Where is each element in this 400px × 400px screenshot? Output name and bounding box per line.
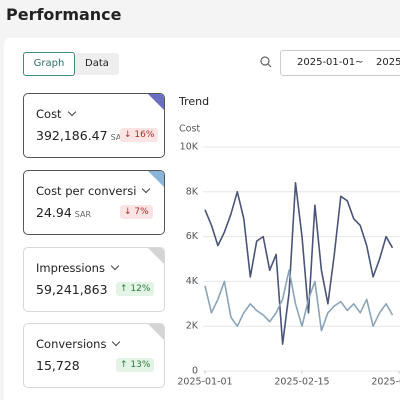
x-tick-label: 2025-04-01 <box>371 377 400 388</box>
dropdown-icon <box>112 337 121 347</box>
card-unit: SAR <box>74 210 92 219</box>
dropdown-icon <box>67 107 76 117</box>
card-corner <box>148 324 164 340</box>
y-axis-label: Cost <box>179 124 200 135</box>
card-value-text: 15,728 <box>36 358 80 373</box>
metric-card[interactable]: Cost 392,186.47 SAR ↓ 16% <box>23 93 165 158</box>
card-label-text: Cost per conversi <box>36 184 137 198</box>
date-start: 2025-01-01 <box>297 57 356 68</box>
card-value: 59,241,863 <box>36 282 108 297</box>
card-value-text: 392,186.47 <box>36 128 108 143</box>
card-change: ↓ 7% <box>120 205 153 219</box>
metric-card[interactable]: Impressions 59,241,863 ↑ 12% <box>23 247 165 312</box>
date-range[interactable]: 2025-01-01 ~ 2025- <box>280 50 400 76</box>
card-label: Cost per conversi <box>36 184 151 198</box>
date-end: 2025- <box>376 57 400 68</box>
chart-title: Trend <box>178 95 209 108</box>
x-tick-label: 2025-01-01 <box>177 377 232 388</box>
dropdown-icon <box>142 184 151 194</box>
card-value: 24.94 SAR <box>36 205 91 220</box>
card-value: 15,728 <box>36 358 80 373</box>
card-value-text: 24.94 <box>36 205 72 220</box>
card-label-text: Cost <box>36 107 62 121</box>
card-corner <box>148 94 164 110</box>
tab-graph[interactable]: Graph <box>23 52 75 76</box>
x-tick-label: 2025-02-15 <box>274 377 329 388</box>
y-tick-label: 0 <box>192 366 198 377</box>
series-line <box>204 182 394 345</box>
card-unit: SAR <box>110 133 127 142</box>
card-change: ↓ 16% <box>120 128 159 142</box>
series-line <box>204 269 394 332</box>
page-title: Performance <box>6 5 122 24</box>
date-separator: ~ <box>355 57 364 68</box>
metric-card[interactable]: Conversions 15,728 ↑ 13% <box>23 323 165 388</box>
card-label-text: Impressions <box>36 261 105 275</box>
card-label: Conversions <box>36 337 121 351</box>
card-value: 392,186.47 SAR <box>36 128 127 143</box>
card-label: Cost <box>36 107 76 121</box>
card-corner <box>148 171 164 187</box>
dropdown-icon <box>110 261 120 271</box>
y-tick-label: 2K <box>186 321 199 332</box>
card-label-text: Conversions <box>36 337 107 351</box>
y-tick-label: 8K <box>186 186 199 197</box>
search-icon-handle <box>267 63 272 68</box>
metric-card[interactable]: Cost per conversi 24.94 SAR ↓ 7% <box>23 170 165 235</box>
card-change: ↑ 12% <box>116 282 155 296</box>
card-corner <box>148 248 164 264</box>
y-tick-label: 6K <box>186 231 199 242</box>
y-tick-label: 10K <box>180 142 199 153</box>
card-label: Impressions <box>36 261 120 275</box>
search-icon[interactable] <box>260 56 270 66</box>
card-change: ↑ 13% <box>116 358 155 372</box>
tab-data[interactable]: Data <box>75 53 119 75</box>
card-value-text: 59,241,863 <box>36 282 108 297</box>
y-tick-label: 4K <box>186 276 199 287</box>
